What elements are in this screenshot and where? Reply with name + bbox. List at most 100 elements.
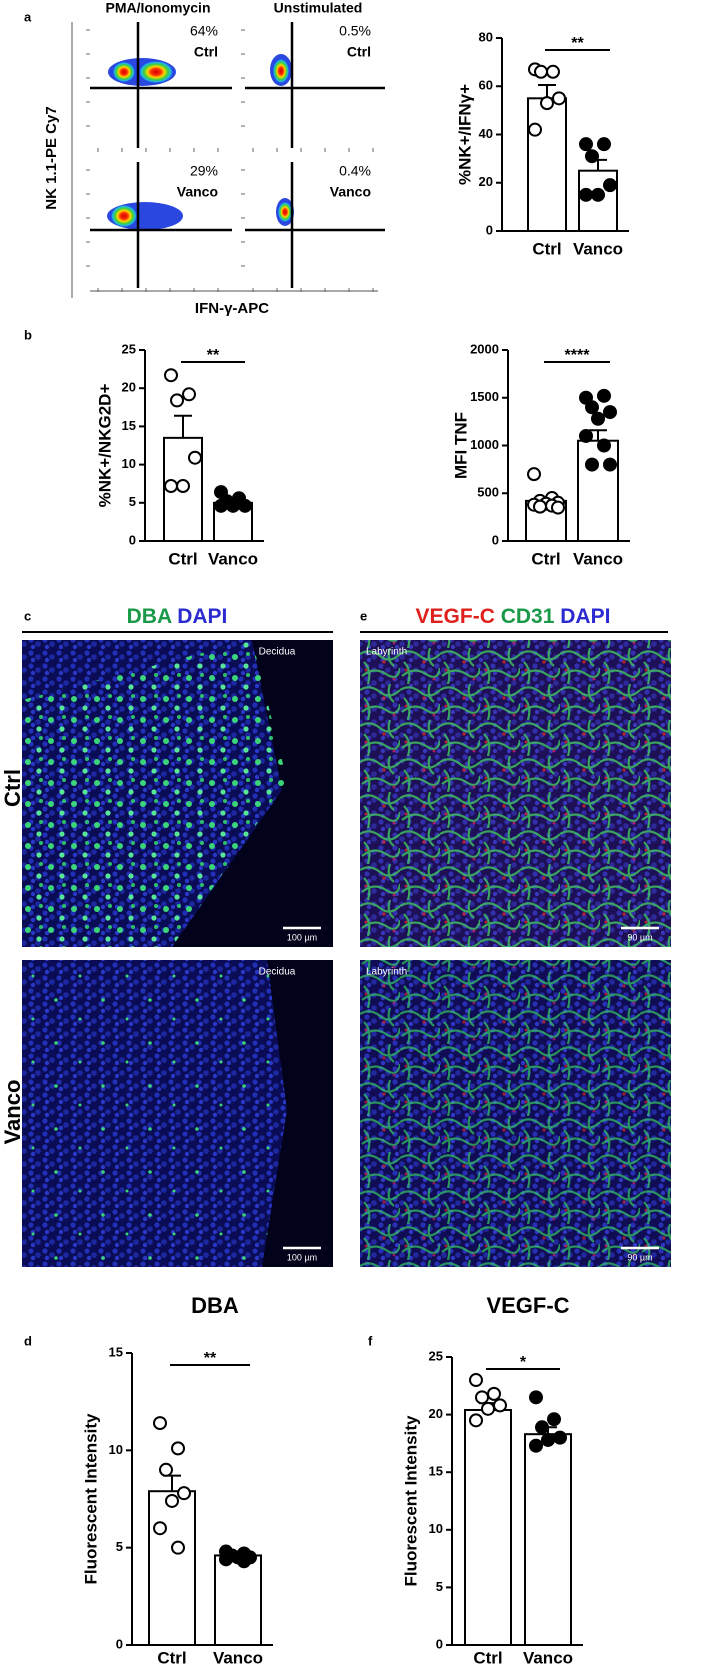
data-point: [553, 1430, 567, 1445]
flow-percent: 64%: [190, 23, 218, 39]
x-tick-label: Ctrl: [168, 549, 197, 568]
data-point: [475, 1390, 489, 1405]
stain-name: CD31: [501, 605, 555, 628]
y-tick-label: 25: [429, 1348, 443, 1363]
flow-column-title: Unstimulated: [274, 0, 363, 16]
y-tick-label: 500: [477, 485, 499, 500]
data-point: [597, 388, 611, 403]
stain-name: DBA: [127, 605, 172, 628]
stain-header: VEGF-C CD31 DAPI: [416, 605, 611, 628]
flow-column-title: PMA/Ionomycin: [105, 0, 210, 16]
bar: [527, 97, 567, 232]
stain-overlay: [360, 640, 671, 947]
y-tick-label: 2000: [470, 341, 499, 356]
y-axis-label: %NK+/NKG2D+: [95, 384, 114, 508]
x-tick-label: Vanco: [213, 1648, 263, 1667]
flow-y-label: NK 1.1-PE Cy7: [43, 106, 60, 209]
significance: **: [571, 35, 584, 52]
data-point: [528, 122, 542, 137]
data-point: [159, 1462, 173, 1477]
significance: **: [207, 347, 220, 364]
data-point: [214, 498, 228, 513]
data-point: [603, 178, 617, 193]
data-point: [164, 478, 178, 493]
y-tick-label: 60: [479, 78, 493, 93]
flow-group: Vanco: [330, 184, 371, 200]
data-point: [579, 187, 593, 202]
data-point: [164, 368, 178, 383]
error-bar: [589, 429, 607, 441]
chart-title: VEGF-C: [486, 1293, 569, 1318]
data-point: [585, 149, 599, 164]
flow-population: [278, 202, 292, 222]
y-tick-label: 0: [486, 222, 493, 237]
x-tick-label: Ctrl: [473, 1648, 502, 1667]
y-tick-label: 1500: [470, 389, 499, 404]
scale-bar-label: 100 µm: [287, 1252, 317, 1262]
flow-population: [111, 205, 137, 227]
flow-group: Ctrl: [347, 44, 371, 60]
data-point: [219, 1552, 233, 1567]
flow-group: Vanco: [177, 184, 218, 200]
data-point: [170, 393, 184, 408]
y-tick-label: 15: [429, 1464, 443, 1479]
y-tick-label: 80: [479, 29, 493, 44]
stain-header: DBA DAPI: [127, 605, 228, 628]
flow-percent: 0.5%: [339, 23, 371, 39]
data-point: [546, 64, 560, 79]
y-tick-label: 0: [492, 532, 499, 547]
data-point: [529, 1390, 543, 1405]
y-tick-label: 0: [436, 1636, 443, 1651]
x-tick-label: Vanco: [573, 549, 623, 568]
bar: [148, 1490, 196, 1647]
significance: *: [520, 1354, 527, 1371]
y-tick-label: 20: [429, 1406, 443, 1421]
flow-x-label: IFN-γ-APC: [195, 300, 269, 317]
region-label: Decidua: [259, 967, 296, 978]
data-point: [226, 498, 240, 513]
error-bar: [163, 1474, 181, 1492]
row-label: Ctrl: [0, 769, 25, 807]
x-tick-label: Ctrl: [532, 239, 561, 258]
data-point: [535, 1420, 549, 1435]
data-point: [171, 1540, 185, 1555]
y-tick-label: 10: [109, 1442, 123, 1457]
y-tick-label: 5: [129, 494, 136, 509]
data-point: [188, 450, 202, 465]
y-axis-label: Fluorescent Intensity: [401, 1415, 420, 1587]
data-point: [153, 1416, 167, 1431]
data-point: [165, 1493, 179, 1508]
tint: [360, 640, 671, 947]
panel-letter: a: [24, 9, 32, 24]
data-point: [238, 498, 252, 513]
data-point: [469, 1373, 483, 1388]
data-point: [552, 91, 566, 106]
y-tick-label: 5: [116, 1539, 123, 1554]
background-region: [262, 960, 333, 1267]
row-label: Vanco: [0, 1080, 25, 1145]
y-tick-label: 1000: [470, 437, 499, 452]
x-tick-label: Ctrl: [531, 549, 560, 568]
significance: **: [204, 1350, 217, 1367]
data-point: [237, 1554, 251, 1569]
y-axis-label: MFI TNF: [451, 412, 470, 479]
data-point: [469, 1413, 483, 1428]
data-point: [541, 1432, 555, 1447]
y-tick-label: 10: [429, 1521, 443, 1536]
flow-population: [139, 61, 173, 83]
panel-letter: b: [24, 327, 32, 342]
y-tick-label: 15: [122, 418, 136, 433]
region-label: Labyrinth: [366, 647, 407, 658]
stain-overlay: [22, 640, 287, 947]
data-point: [533, 499, 547, 514]
data-point: [487, 1386, 501, 1401]
y-tick-label: 20: [122, 380, 136, 395]
flow-population: [273, 59, 289, 83]
data-point: [527, 467, 541, 482]
chart-title: DBA: [191, 1293, 239, 1318]
y-tick-label: 0: [116, 1636, 123, 1651]
scale-bar-label: 90 µm: [627, 1252, 652, 1262]
stain-overlay: [360, 960, 671, 1267]
data-point: [529, 1438, 543, 1453]
